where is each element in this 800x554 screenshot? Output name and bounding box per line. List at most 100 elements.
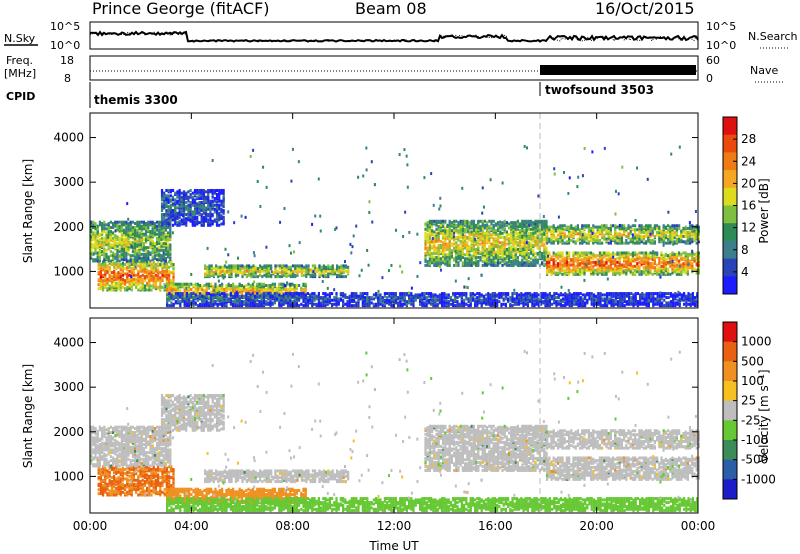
power-cell bbox=[220, 207, 223, 211]
power-cell bbox=[222, 194, 225, 198]
power-cell bbox=[431, 261, 434, 265]
power-cell bbox=[513, 292, 516, 296]
power-cell bbox=[112, 243, 115, 247]
power-cell bbox=[212, 271, 215, 275]
power-cell bbox=[259, 264, 262, 268]
power-cell bbox=[214, 285, 217, 289]
power-cell bbox=[437, 234, 440, 238]
power-cell bbox=[109, 254, 112, 258]
power-cell bbox=[606, 294, 609, 298]
power-cell bbox=[117, 283, 120, 287]
power-cell bbox=[566, 298, 569, 302]
power-cell bbox=[392, 297, 395, 301]
power-cell bbox=[514, 246, 517, 250]
power-cell bbox=[424, 239, 427, 243]
power-cell bbox=[296, 268, 299, 272]
power-cell bbox=[291, 282, 294, 286]
power-cell bbox=[320, 268, 323, 272]
power-cell bbox=[435, 255, 438, 259]
power-cell bbox=[437, 238, 440, 242]
power-cell bbox=[439, 231, 442, 235]
power-cell bbox=[187, 190, 190, 194]
power-cell bbox=[599, 292, 602, 296]
power-cell bbox=[282, 301, 285, 305]
power-cell bbox=[238, 302, 241, 306]
power-cell bbox=[508, 226, 511, 230]
power-cell bbox=[158, 246, 161, 250]
power-cell bbox=[120, 235, 123, 239]
power-cell bbox=[634, 297, 637, 301]
power-cell bbox=[108, 265, 111, 269]
power-cell bbox=[298, 264, 301, 268]
power-cell bbox=[430, 292, 433, 296]
power-cell bbox=[575, 302, 578, 306]
power-cell bbox=[171, 211, 175, 215]
power-cell bbox=[439, 257, 442, 261]
power-cell bbox=[497, 250, 500, 254]
power-cell bbox=[238, 288, 241, 292]
power-cell bbox=[230, 264, 233, 268]
power-cell bbox=[120, 238, 123, 242]
power-cell bbox=[521, 231, 524, 235]
power-cell bbox=[206, 265, 209, 269]
power-cell bbox=[90, 254, 93, 258]
power-cell bbox=[179, 294, 182, 298]
power-cell bbox=[641, 301, 644, 305]
power-cell bbox=[209, 217, 212, 221]
power-cell bbox=[179, 289, 182, 293]
power-cell bbox=[652, 292, 655, 296]
power-cell bbox=[401, 296, 404, 300]
power-cell bbox=[97, 287, 100, 291]
power-cell bbox=[540, 302, 543, 306]
power-cell bbox=[151, 231, 154, 235]
power-cell bbox=[669, 302, 672, 306]
power-cell bbox=[191, 201, 194, 205]
power-cell bbox=[289, 265, 292, 269]
power-cell bbox=[497, 245, 500, 249]
power-cell bbox=[342, 275, 345, 279]
power-cell bbox=[573, 292, 576, 296]
power-cell bbox=[661, 301, 664, 305]
power-cell bbox=[177, 282, 180, 286]
power-cell bbox=[149, 259, 152, 263]
power-cell bbox=[134, 226, 137, 230]
power-cell bbox=[218, 297, 221, 301]
power-cell bbox=[412, 301, 415, 305]
power-cell bbox=[127, 252, 130, 256]
power-cell bbox=[200, 213, 203, 217]
power-cell bbox=[459, 222, 462, 226]
power-cell bbox=[518, 293, 521, 297]
power-cell bbox=[477, 259, 480, 263]
power-cell bbox=[171, 198, 175, 202]
power-cell bbox=[171, 195, 175, 199]
nsearch-tick-top: 10^5 bbox=[706, 20, 736, 33]
power-cell bbox=[467, 300, 470, 304]
freq-label-line1: Freq. bbox=[6, 54, 33, 67]
power-cell bbox=[431, 254, 434, 258]
power-cell bbox=[183, 282, 186, 286]
power-cell bbox=[475, 239, 478, 243]
power-cell bbox=[101, 240, 104, 244]
power-cell bbox=[113, 264, 116, 268]
power-cell bbox=[141, 287, 144, 291]
power-cell bbox=[198, 197, 201, 201]
power-cell bbox=[98, 256, 101, 260]
power-cell bbox=[164, 238, 167, 242]
power-cell bbox=[193, 211, 197, 215]
power-cell bbox=[329, 265, 332, 269]
power-cell bbox=[285, 264, 288, 268]
power-cell bbox=[92, 231, 95, 235]
power-cell bbox=[200, 219, 203, 223]
power-cell bbox=[138, 246, 141, 250]
power-cell bbox=[512, 230, 515, 234]
power-cell bbox=[114, 240, 117, 244]
power-cell bbox=[435, 246, 438, 250]
power-cell bbox=[215, 210, 219, 214]
power-cell bbox=[333, 302, 336, 306]
power-cell bbox=[171, 223, 175, 227]
power-cell bbox=[182, 190, 186, 194]
power-cell bbox=[114, 234, 117, 238]
power-cell bbox=[403, 292, 406, 296]
power-cell bbox=[696, 302, 699, 306]
power-cell bbox=[379, 293, 382, 297]
